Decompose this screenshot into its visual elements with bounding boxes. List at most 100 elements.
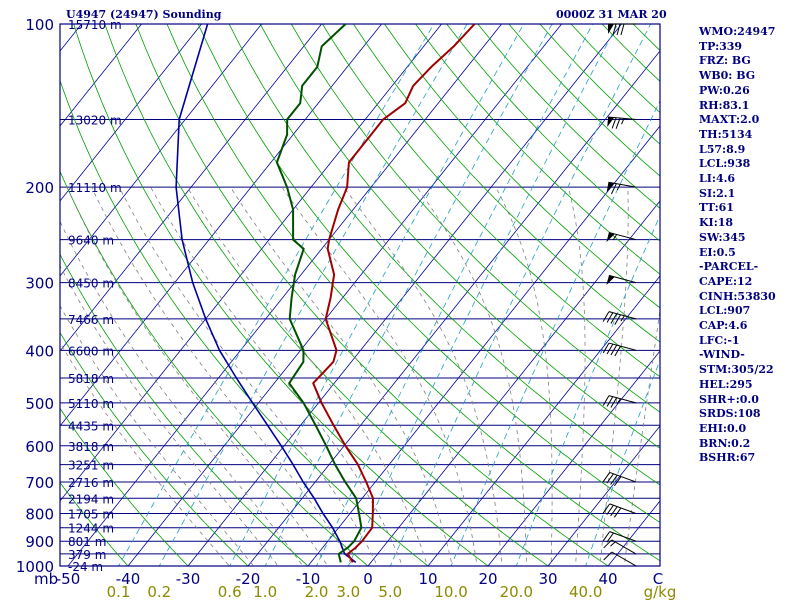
index-item: KI:18 [699,216,734,230]
moist-adiabat [60,305,255,566]
dry-adiabat [60,79,429,566]
mixing-ratio-tick-label: 3.0 [336,583,360,600]
temperature-unit-label: C [653,570,663,588]
dry-adiabat [322,24,660,378]
moist-adiabat [495,187,553,566]
isotherm [547,425,660,566]
mixing-ratio-tick-label: 40.0 [569,583,602,600]
moist-adiabat [91,187,353,566]
wind-barb [602,395,637,408]
moist-adiabat [66,187,329,566]
moist-adiabat [568,187,586,566]
isotherm [0,12,31,578]
isotherm [367,200,660,566]
index-item: TH:5134 [699,127,753,141]
height-label: 801 m [68,535,106,549]
dry-adiabat [290,24,660,413]
temperature-tick-label: -30 [176,570,201,588]
pressure-tick-label: 500 [25,395,54,413]
height-label: 5818 m [68,372,114,386]
index-item: -WIND- [699,348,745,362]
wind-barb [602,342,637,357]
pressure-tick-labels: 100 200 300 400 500 600 700 800 900 1000 [16,16,54,576]
index-item: TT:61 [699,201,734,215]
dry-adiabat-lines [60,24,660,566]
moist-adiabat [343,186,503,566]
pressure-tick-label: 100 [25,16,54,34]
height-label: 13020 m [68,113,122,127]
mixing-ratio-lines [118,24,660,566]
moist-adiabat [60,264,279,566]
index-item: LFC:-1 [699,333,740,347]
mixing-ratio-line [585,359,660,566]
index-item: RH:83.1 [699,98,750,112]
index-item: L57:8.9 [699,142,746,156]
pressure-unit-label: mb [34,570,58,588]
dry-adiabat [60,331,249,566]
height-label: 1705 m [68,507,114,521]
pressure-tick-label: 700 [25,474,54,492]
moist-adiabat [150,187,403,566]
mixing-ratio-tick-label: 20.0 [500,583,533,600]
mixing-ratio-line [347,24,619,566]
index-item: LCL:907 [699,304,751,318]
mixing-ratio-line [158,24,468,566]
dry-adiabat [353,24,660,343]
dewpoint-trace [275,24,363,563]
isotherm-lines [0,12,660,578]
wind-barbs [602,23,637,567]
height-label: 3251 m [68,459,114,473]
wind-barb [602,311,637,325]
temperature-trace [312,24,476,563]
moist-adiabat [230,186,453,566]
temperature-tick-label: 30 [538,570,557,588]
temperature-tick-label: 20 [478,570,497,588]
height-label: 4435 m [68,419,114,433]
wind-barb [602,471,637,487]
plot-frame [59,23,661,567]
height-label: -24 m [68,560,103,574]
mixing-ratio-tick-labels: 0.1 0.2 0.6 1.0 2.0 3.0 5.0 10.0 20.0 40.0 g/kg [107,583,677,600]
mixing-ratio-tick-label: 0.6 [218,583,242,600]
index-item: CINH:53830 [699,289,776,303]
wind-barb [602,531,637,543]
temperature-tick-label: 40 [598,570,617,588]
moist-adiabat [416,186,527,566]
plot-border [59,23,661,567]
isobar-lines [60,23,660,567]
index-item: SHR+:0.0 [699,392,759,406]
wind-barb [607,116,637,129]
dry-adiabat [135,24,609,566]
moist-adiabat [186,186,428,566]
index-item: HEL:295 [699,377,753,391]
dry-adiabat [104,24,549,566]
height-labels: 15710 m 13020 m 11110 m 9640 m 8450 m 7466 m 6… [68,18,122,574]
height-label: 7466 m [68,313,114,327]
height-label: 11110 m [68,181,122,195]
mixing-ratio-tick-label: 10.0 [434,583,467,600]
isotherm [60,24,383,427]
wind-barb [606,231,637,243]
temperature-tick-labels: mb-50 -40 -30 -20 -10 0 10 20 30 40 C [34,570,663,588]
moist-adiabat [118,187,378,566]
pressure-tick-label: 400 [25,342,54,360]
moist-adiabat [599,187,629,566]
index-item: STM:305/22 [699,363,774,377]
index-item: BSHR:67 [699,451,756,465]
temperature-tick-label: -40 [116,570,141,588]
mixing-ratio-line [264,24,553,566]
height-label: 8450 m [68,277,114,291]
mixing-ratio-line [229,24,525,566]
dry-adiabat [60,407,189,566]
sounding-profiles [175,24,476,564]
pressure-tick-label: 200 [25,179,54,197]
height-label: 3818 m [68,440,114,454]
index-item: FRZ: BG [699,54,751,68]
index-item: CAPE:12 [699,274,753,288]
height-label: 2716 m [68,476,114,490]
height-label: 379 m [68,548,106,562]
temperature-tick-label: -20 [236,570,261,588]
dry-adiabat [197,24,660,523]
index-item: SRDS:108 [699,407,761,421]
mixing-ratio-tick-label: 1.0 [253,583,277,600]
